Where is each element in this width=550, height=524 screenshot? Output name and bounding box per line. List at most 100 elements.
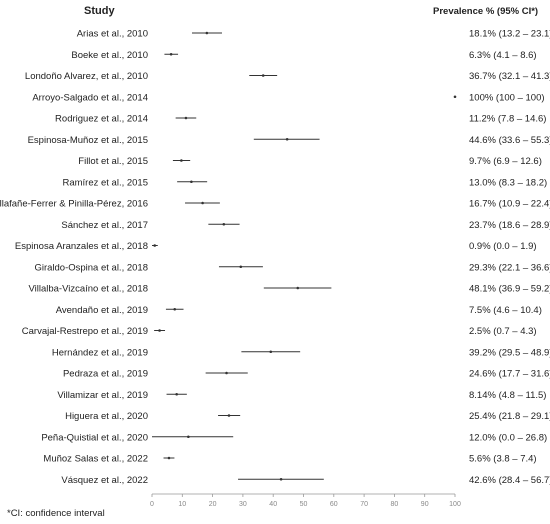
x-tick-label: 50 bbox=[300, 501, 308, 508]
study-label: Rodriguez et al., 2014 bbox=[55, 114, 148, 125]
study-label: Giraldo-Ospina et al., 2018 bbox=[34, 262, 148, 273]
x-tick-label: 40 bbox=[269, 501, 277, 508]
study-row: Vásquez et al., 2022 42.6% (28.4 – 56.7) bbox=[61, 475, 550, 486]
point-estimate bbox=[173, 307, 177, 311]
study-label: Muñoz Salas et al., 2022 bbox=[43, 454, 148, 465]
point-estimate bbox=[269, 350, 273, 354]
study-row: Arroyo-Salgado et al., 2014 100% (100 – 1… bbox=[32, 92, 544, 103]
point-estimate bbox=[296, 286, 300, 290]
x-tick-label: 80 bbox=[391, 501, 399, 508]
x-tick-label: 30 bbox=[239, 501, 247, 508]
study-row: Villamizar et al., 2019 8.14% (4.8 – 11.5… bbox=[57, 390, 546, 401]
point-estimate bbox=[158, 329, 161, 332]
study-row: Peña-Quistial et al., 2020 12.0% (0.0 – 2… bbox=[41, 432, 547, 443]
x-axis: 0 10 20 30 40 50 60 70 80 90 100 bbox=[150, 493, 461, 508]
study-label: Arias et al., 2010 bbox=[77, 29, 148, 40]
study-label: Boeke et al., 2010 bbox=[71, 50, 148, 61]
study-row: Espinosa Aranzales et al., 2018 0.9% (0.0… bbox=[15, 241, 537, 252]
prevalence-label: 9.7% (6.9 – 12.6) bbox=[469, 156, 542, 167]
point-estimate bbox=[261, 74, 265, 77]
study-row: Boeke et al., 2010 6.3% (4.1 – 8.6) bbox=[71, 50, 536, 61]
prevalence-label: 0.9% (0.0 – 1.9) bbox=[469, 241, 537, 252]
prevalence-label: 24.6% (17.7 – 31.6) bbox=[469, 369, 550, 380]
point-estimate bbox=[153, 244, 157, 247]
point-estimate bbox=[279, 477, 283, 481]
study-label: Sánchez et al., 2017 bbox=[61, 220, 148, 231]
prevalence-label: 2.5% (0.7 – 4.3) bbox=[469, 326, 537, 337]
prevalence-label: 12.0% (0.0 – 26.8) bbox=[469, 432, 547, 443]
study-row: Rodriguez et al., 2014 11.2% (7.8 – 14.6) bbox=[55, 114, 546, 125]
study-label: Peña-Quistial et al., 2020 bbox=[41, 432, 148, 443]
prevalence-label: 48.1% (36.9 – 59.2) bbox=[469, 284, 550, 295]
prevalence-label: 42.6% (28.4 – 56.7) bbox=[469, 475, 550, 486]
point-estimate bbox=[180, 159, 183, 162]
prevalence-label: 16.7% (10.9 – 22.4) bbox=[469, 199, 550, 210]
prevalence-label: 6.3% (4.1 – 8.6) bbox=[469, 50, 537, 61]
x-tick-label: 0 bbox=[150, 501, 154, 508]
point-estimate bbox=[222, 222, 226, 226]
study-label: Hernández et al., 2019 bbox=[52, 347, 148, 358]
prevalence-label: 18.1% (13.2 – 23.1) bbox=[469, 29, 550, 40]
prevalence-label: 5.6% (3.8 – 7.4) bbox=[469, 454, 537, 465]
point-estimate bbox=[227, 414, 231, 417]
x-tick-label: 20 bbox=[209, 501, 217, 508]
point-estimate bbox=[201, 201, 204, 205]
point-estimate bbox=[184, 116, 188, 120]
study-label: Pedraza et al., 2019 bbox=[63, 369, 148, 380]
study-label: Vásquez et al., 2022 bbox=[61, 475, 148, 486]
study-label: Higuera et al., 2020 bbox=[65, 411, 148, 422]
study-label: Espinosa-Muñoz et al., 2015 bbox=[28, 135, 148, 146]
study-label: Espinosa Aranzales et al., 2018 bbox=[15, 241, 148, 252]
study-row: Sánchez et al., 2017 23.7% (18.6 – 28.9) bbox=[61, 220, 550, 231]
point-estimate bbox=[239, 265, 243, 269]
prevalence-label: 8.14% (4.8 – 11.5) bbox=[469, 390, 546, 401]
prevalence-label: 25.4% (21.8 – 29.1) bbox=[469, 411, 550, 422]
point-estimate bbox=[453, 95, 457, 99]
study-row: Villafañe-Ferrer & Pinilla-Pérez, 2016 16… bbox=[0, 199, 550, 210]
prevalence-label: 29.3% (22.1 – 36.6) bbox=[469, 262, 550, 273]
point-estimate bbox=[169, 52, 173, 56]
study-label: Villafañe-Ferrer & Pinilla-Pérez, 2016 bbox=[0, 199, 148, 210]
prevalence-label: 44.6% (33.6 – 55.3) bbox=[469, 135, 550, 146]
study-column-header: Study bbox=[84, 5, 115, 17]
study-row: Giraldo-Ospina et al., 2018 29.3% (22.1 –… bbox=[34, 262, 550, 273]
study-row: Avendaño et al., 2019 7.5% (4.6 – 10.4) bbox=[56, 305, 542, 316]
study-label: Arroyo-Salgado et al., 2014 bbox=[32, 92, 148, 103]
study-label: Villamizar et al., 2019 bbox=[57, 390, 148, 401]
footnote: *CI: confidence interval bbox=[7, 508, 105, 519]
prevalence-label: 39.2% (29.5 – 48.9) bbox=[469, 347, 550, 358]
prevalence-label: 23.7% (18.6 – 28.9) bbox=[469, 220, 550, 231]
x-tick-label: 90 bbox=[421, 501, 429, 508]
point-estimate bbox=[205, 31, 209, 35]
study-label: Carvajal-Restrepo et al., 2019 bbox=[22, 326, 148, 337]
point-estimate bbox=[285, 137, 289, 141]
study-row: Ramírez et al., 2015 13.0% (8.3 – 18.2) bbox=[62, 177, 547, 188]
prevalence-column-header: Prevalence % (95% CI*) bbox=[433, 6, 538, 17]
study-label: Avendaño et al., 2019 bbox=[56, 305, 148, 316]
study-row: Hernández et al., 2019 39.2% (29.5 – 48.9… bbox=[52, 347, 550, 358]
study-row: Fillot et al., 2015 9.7% (6.9 – 12.6) bbox=[78, 156, 542, 167]
study-row: Arias et al., 2010 18.1% (13.2 – 23.1) bbox=[77, 29, 550, 40]
study-row: Carvajal-Restrepo et al., 2019 2.5% (0.7 … bbox=[22, 326, 537, 337]
study-row: Muñoz Salas et al., 2022 5.6% (3.8 – 7.4) bbox=[43, 454, 536, 465]
prevalence-label: 36.7% (32.1 – 41.3) bbox=[469, 71, 550, 82]
prevalence-label: 13.0% (8.3 – 18.2) bbox=[469, 177, 547, 188]
study-label: Fillot et al., 2015 bbox=[78, 156, 148, 167]
point-estimate bbox=[190, 180, 193, 184]
study-row: Londoño Alvarez, et al., 2010 36.7% (32.1… bbox=[25, 71, 550, 82]
point-estimate bbox=[175, 392, 178, 396]
study-row: Villalba-Vizcaíno et al., 2018 48.1% (36.… bbox=[28, 284, 550, 295]
study-row: Higuera et al., 2020 25.4% (21.8 – 29.1) bbox=[65, 411, 550, 422]
study-rows: Arias et al., 2010 18.1% (13.2 – 23.1) Boe… bbox=[0, 29, 550, 486]
study-row: Espinosa-Muñoz et al., 2015 44.6% (33.6 –… bbox=[28, 135, 550, 146]
point-estimate bbox=[167, 456, 171, 460]
study-label: Londoño Alvarez, et al., 2010 bbox=[25, 71, 148, 82]
study-row: Pedraza et al., 2019 24.6% (17.7 – 31.6) bbox=[63, 369, 550, 380]
x-tick-label: 100 bbox=[449, 501, 461, 508]
prevalence-label: 100% (100 – 100) bbox=[469, 92, 545, 103]
prevalence-label: 7.5% (4.6 – 10.4) bbox=[469, 305, 542, 316]
x-tick-label: 60 bbox=[330, 501, 338, 508]
x-tick-label: 10 bbox=[178, 501, 186, 508]
point-estimate bbox=[187, 435, 190, 439]
